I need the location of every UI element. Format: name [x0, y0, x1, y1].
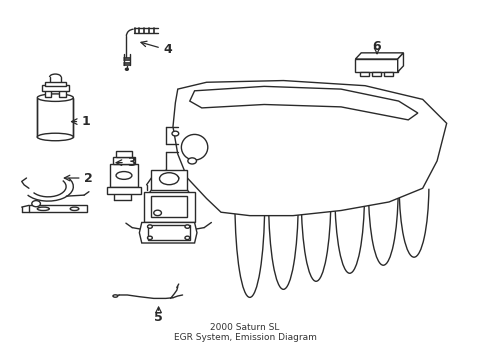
Bar — [148, 225, 190, 240]
Polygon shape — [29, 205, 87, 212]
Text: 5: 5 — [154, 311, 163, 324]
Ellipse shape — [185, 236, 190, 240]
Text: 3: 3 — [127, 156, 136, 169]
Text: 6: 6 — [373, 40, 381, 53]
Polygon shape — [173, 81, 447, 216]
Ellipse shape — [37, 94, 74, 102]
Ellipse shape — [181, 134, 208, 160]
Bar — [113, 157, 135, 164]
Bar — [355, 59, 398, 72]
Bar — [151, 196, 187, 217]
Ellipse shape — [188, 158, 196, 164]
Bar — [110, 164, 138, 186]
Bar — [144, 192, 195, 222]
Text: 4: 4 — [163, 43, 172, 56]
Ellipse shape — [147, 225, 152, 228]
Ellipse shape — [113, 295, 118, 297]
Ellipse shape — [70, 207, 79, 211]
Bar — [59, 90, 66, 97]
Ellipse shape — [147, 236, 152, 240]
Ellipse shape — [172, 131, 179, 136]
Ellipse shape — [185, 225, 190, 228]
Ellipse shape — [32, 201, 41, 207]
Text: 2000 Saturn SL
EGR System, Emission Diagram: 2000 Saturn SL EGR System, Emission Diag… — [173, 323, 317, 342]
Ellipse shape — [160, 173, 179, 185]
Ellipse shape — [172, 176, 179, 180]
Ellipse shape — [37, 133, 74, 141]
Bar — [42, 85, 69, 91]
Bar — [37, 98, 74, 137]
Text: 1: 1 — [82, 115, 91, 128]
Bar — [116, 150, 132, 157]
Bar — [384, 72, 393, 76]
Ellipse shape — [125, 68, 128, 70]
Bar — [107, 186, 141, 194]
Polygon shape — [355, 53, 403, 59]
Ellipse shape — [154, 210, 161, 216]
Bar — [45, 90, 51, 97]
Polygon shape — [139, 222, 197, 243]
Bar — [372, 72, 381, 76]
Bar — [360, 72, 369, 76]
Ellipse shape — [37, 207, 49, 211]
Bar — [151, 170, 187, 190]
Bar — [45, 82, 66, 86]
Text: 2: 2 — [84, 171, 93, 185]
Polygon shape — [398, 53, 403, 72]
